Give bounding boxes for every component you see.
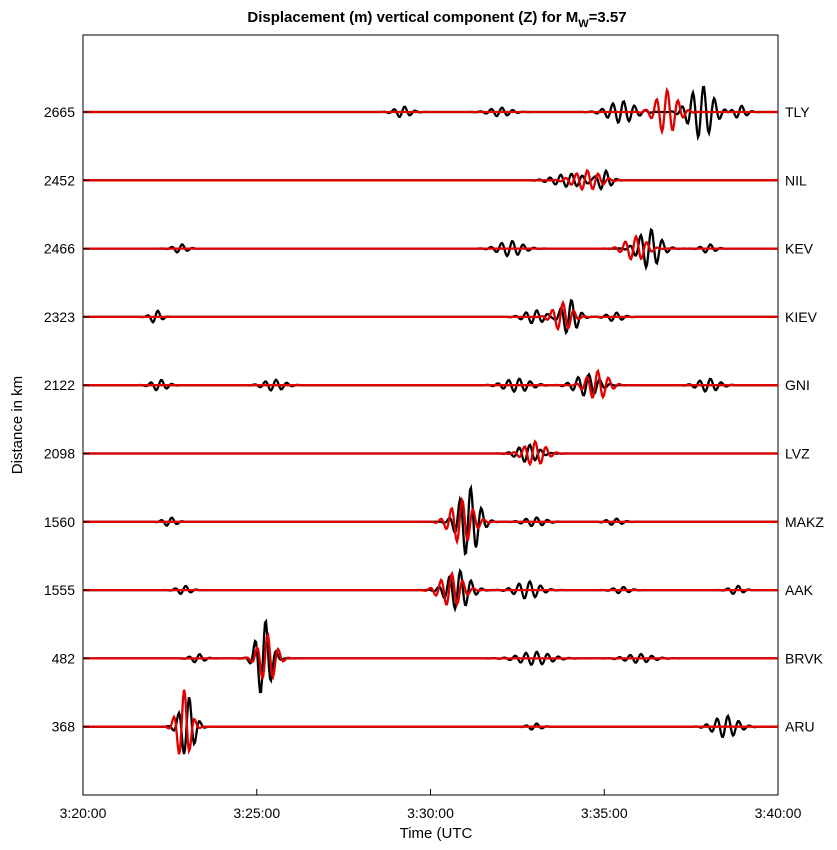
station-label-tly: TLY [785, 104, 810, 120]
synthetic-trace-lvz [83, 439, 778, 467]
station-label-lvz: LVZ [785, 446, 810, 462]
y-tick-label: 2098 [44, 446, 75, 462]
station-label-brvk: BRVK [785, 650, 824, 666]
trace-group [83, 85, 778, 755]
station-label-aak: AAK [785, 582, 814, 598]
y-tick-label: 1555 [44, 582, 75, 598]
synthetic-trace-kev [83, 233, 778, 262]
chart-title: Displacement (m) vertical component (Z) … [247, 9, 626, 30]
station-label-kev: KEV [785, 241, 814, 257]
x-tick-label: 3:25:00 [233, 805, 280, 821]
x-tick-label: 3:35:00 [581, 805, 628, 821]
observed-trace-brvk [83, 618, 778, 694]
plot-frame [82, 34, 779, 796]
station-label-gni: GNI [785, 377, 810, 393]
synthetic-trace-nil [83, 168, 778, 192]
synthetic-trace-brvk [83, 632, 778, 681]
synthetic-trace-kiev [83, 299, 778, 332]
station-label-makz: MAKZ [785, 514, 824, 530]
x-tick-label: 3:40:00 [755, 805, 802, 821]
synthetic-trace-tly [83, 86, 778, 136]
y-axis-label: Distance in km [9, 376, 26, 474]
y-tick-label: 2323 [44, 309, 75, 325]
y-tick-label: 1560 [44, 514, 75, 530]
synthetic-trace-aru [83, 689, 778, 755]
station-label-aru: ARU [785, 719, 815, 735]
y-tick-label: 482 [52, 650, 76, 666]
synthetic-trace-aak [83, 570, 778, 608]
y-tick-label: 2466 [44, 241, 75, 257]
y-tick-label: 2452 [44, 172, 75, 188]
x-tick-label: 3:30:00 [407, 805, 454, 821]
x-tick-label: 3:20:00 [60, 805, 107, 821]
x-axis-label: Time (UTC [400, 825, 473, 842]
y-axis-distance-ticks: 2665 2452 2466 2323 2122 2098 1560 1555 482 368 [44, 104, 89, 735]
y-tick-label: 368 [52, 719, 76, 735]
y-tick-label: 2122 [44, 377, 75, 393]
synthetic-trace-makz [83, 496, 778, 546]
x-axis-time-ticks: 3:20:00 3:25:00 3:30:00 3:35:00 3:40:00 [60, 789, 802, 821]
station-labels: TLY NIL KEV KIEV GNI LVZ MAKZ AAK BRVK ARU [785, 104, 824, 735]
y-tick-label: 2665 [44, 104, 75, 120]
synthetic-trace-gni [83, 368, 778, 400]
station-label-kiev: KIEV [785, 309, 818, 325]
station-label-nil: NIL [785, 172, 807, 188]
